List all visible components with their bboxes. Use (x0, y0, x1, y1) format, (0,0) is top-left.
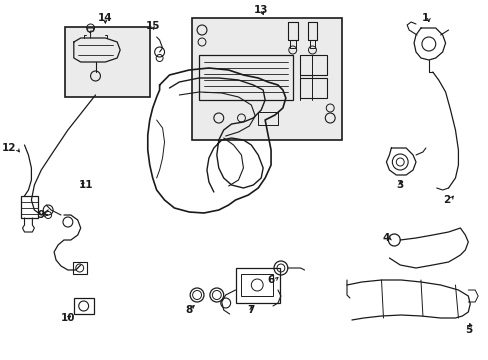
Text: 11: 11 (78, 180, 93, 190)
Text: 7: 7 (247, 305, 255, 315)
Bar (20, 196, 38, 218)
Text: 8: 8 (185, 305, 192, 315)
Text: 10: 10 (61, 313, 75, 323)
Bar (241, 274, 272, 296)
Text: 13: 13 (253, 5, 268, 15)
Bar (299, 55, 326, 75)
Text: 9: 9 (37, 210, 44, 220)
Text: 4: 4 (381, 233, 388, 243)
Text: 1: 1 (421, 13, 428, 23)
Bar (65, 27, 149, 97)
Text: 12: 12 (2, 143, 17, 153)
Text: 14: 14 (98, 13, 112, 23)
Bar (74, 298, 93, 314)
Bar (299, 78, 326, 98)
Text: 6: 6 (267, 275, 274, 285)
Bar (73, 262, 86, 274)
Bar (235, 268, 279, 303)
Text: 2: 2 (443, 195, 449, 205)
Bar (192, 18, 342, 140)
Text: 5: 5 (464, 325, 471, 335)
Text: 15: 15 (145, 21, 160, 31)
Text: 3: 3 (396, 180, 403, 190)
Bar (199, 55, 292, 100)
